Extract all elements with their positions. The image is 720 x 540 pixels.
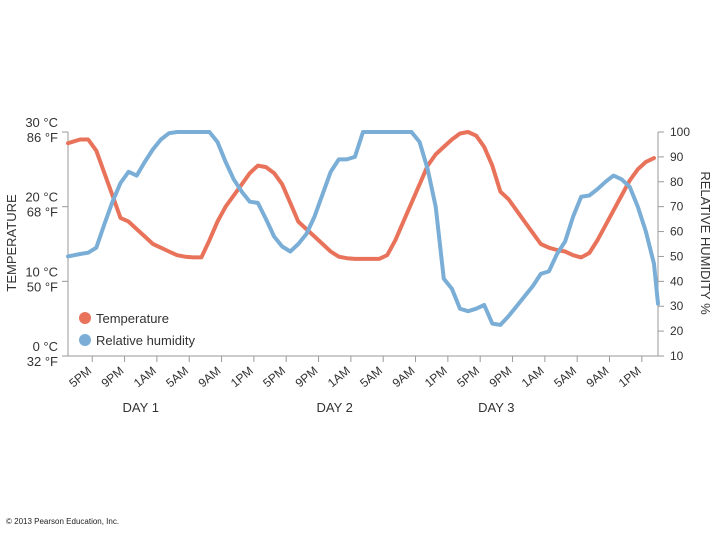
x-tick-label: 1AM [519,364,547,391]
day-label: DAY 3 [478,400,514,415]
left-tick-celsius: 0 °C [33,339,58,354]
x-axis-ticks: 5PM 9PM 1AM 5AM 9AM 1PM 5PM 9PM 1AM 5AM 9AM 1PM 5PM 9… [66,356,644,391]
right-axis-ticks: 10 20 30 40 50 60 70 80 90 100 [658,125,690,363]
left-tick-fahrenheit: 86 °F [27,130,58,145]
x-tick-label: 5PM [454,364,482,391]
right-tick-label: 20 [670,324,684,338]
x-tick-label: 1PM [422,364,450,391]
left-axis-ticks: 0 °C32 °F 10 °C50 °F 20 °C68 °F 30 °C86 °F [25,115,68,369]
x-tick-label: 9AM [196,364,224,391]
x-tick-label: 5AM [551,364,579,391]
right-tick-label: 80 [670,175,684,189]
x-tick-label: 5PM [260,364,288,391]
series-lines [66,130,660,327]
left-tick-celsius: 10 °C [25,264,58,279]
right-tick-label: 30 [670,299,684,313]
x-tick-label: 9AM [584,364,612,391]
x-tick-label: 1AM [131,364,159,391]
legend-humidity-label: Relative humidity [96,333,195,348]
humidity-series-line [66,130,660,327]
right-tick-label: 70 [670,200,684,214]
left-tick-fahrenheit: 68 °F [27,205,58,220]
left-tick-celsius: 20 °C [25,190,58,205]
left-tick-celsius: 30 °C [25,115,58,130]
x-tick-label: 9PM [99,364,127,391]
right-tick-label: 40 [670,274,684,288]
day-labels: DAY 1 DAY 2 DAY 3 [123,400,515,415]
left-tick-fahrenheit: 32 °F [27,354,58,369]
day-label: DAY 1 [123,400,159,415]
day-label: DAY 2 [317,400,353,415]
chart-axes [67,132,659,357]
legend-temperature-marker [79,312,91,324]
x-tick-label: 5PM [66,364,94,391]
legend-humidity-marker [79,334,91,346]
legend: Temperature Relative humidity [79,311,195,348]
right-tick-label: 60 [670,225,684,239]
x-tick-label: 5AM [357,364,385,391]
left-tick-fahrenheit: 50 °F [27,279,58,294]
copyright-notice: © 2013 Pearson Education, Inc. [6,517,120,526]
x-tick-label: 9AM [390,364,418,391]
right-tick-label: 50 [670,249,684,263]
left-axis-title: TEMPERATURE [4,194,19,292]
x-tick-label: 1PM [616,364,644,391]
right-tick-label: 90 [670,150,684,164]
right-axis-title: RELATIVE HUMIDITY % [698,171,713,315]
x-tick-label: 5AM [163,364,191,391]
right-tick-label: 100 [670,125,690,139]
x-tick-label: 1AM [325,364,353,391]
right-tick-label: 10 [670,349,684,363]
x-tick-label: 1PM [228,364,256,391]
x-tick-label: 9PM [487,364,515,391]
legend-temperature-label: Temperature [96,311,169,326]
x-tick-label: 9PM [293,364,321,391]
